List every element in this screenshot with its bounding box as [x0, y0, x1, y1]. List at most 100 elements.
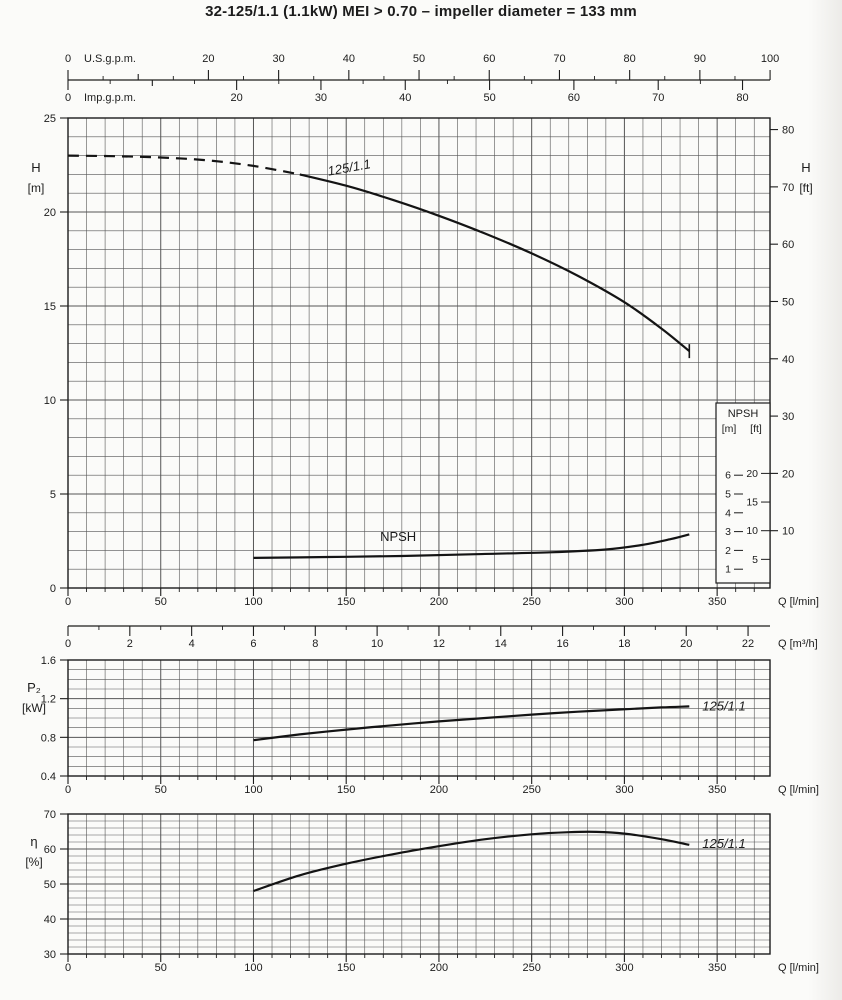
x-tick-label: 150: [337, 784, 355, 796]
y2-tick-label: 70: [782, 182, 794, 194]
curve-NPSH: [253, 533, 690, 559]
npsh-m-tick-label: 1: [725, 564, 731, 576]
y-axis-label: H: [31, 160, 40, 175]
y2-tick-label: 50: [782, 296, 794, 308]
y2-tick-label: 20: [782, 468, 794, 480]
plot-border: [67, 117, 771, 589]
npsh-m-tick-label: 2: [725, 545, 731, 557]
y-tick-label: 60: [44, 844, 56, 856]
y-tick-label: 30: [44, 949, 56, 961]
npsh-ft-tick-label: 10: [746, 525, 758, 537]
x-tick-label: 0: [65, 784, 71, 796]
x-tick-label: 150: [337, 596, 355, 608]
x-tick-label: 50: [155, 962, 167, 974]
usgpm-tick-label: 20: [202, 53, 214, 65]
npsh-m-tick-label: 4: [725, 507, 731, 519]
x-tick-label: 300: [615, 784, 633, 796]
npsh-scale-box: [715, 402, 771, 584]
impgpm-tick-label: 60: [568, 92, 580, 104]
m3h-tick-label: 10: [371, 638, 383, 650]
y2-tick-label: 30: [782, 411, 794, 423]
x-tick-label: 50: [155, 784, 167, 796]
x-tick-label: 250: [522, 784, 540, 796]
m3h-axis-name: Q [m³/h]: [778, 638, 818, 650]
curve-label: 125/1.1: [326, 156, 371, 178]
x-tick-label: 200: [430, 784, 448, 796]
usgpm-tick-label: 90: [694, 53, 706, 65]
m3h-tick-label: 18: [618, 638, 630, 650]
x-tick-label: 150: [337, 962, 355, 974]
m3h-tick-label: 12: [433, 638, 445, 650]
y-axis-label-unit: [%]: [25, 855, 42, 869]
y-tick-label: 20: [44, 207, 56, 219]
x-tick-label: 100: [244, 962, 262, 974]
impgpm-tick-label: 80: [736, 92, 748, 104]
y-tick-label: 1.2: [41, 694, 56, 706]
y-axis-label-unit: [m]: [28, 181, 45, 195]
curve-label: NPSH: [380, 529, 416, 544]
usgpm-tick-label: 60: [483, 53, 495, 65]
curve-label: 125/1.1: [702, 698, 745, 713]
x-tick-label: 0: [65, 962, 71, 974]
y-tick-label: 40: [44, 914, 56, 926]
x-tick-label: 200: [430, 596, 448, 608]
usgpm-tick-label: 100: [761, 53, 779, 65]
y-tick-label: 0.4: [41, 771, 56, 783]
npsh-ft-tick-label: 15: [746, 497, 758, 509]
m3h-tick-label: 20: [680, 638, 692, 650]
x-axis-unit: Q [l/min]: [778, 784, 819, 796]
curve-125/1.1-dashed: [67, 154, 300, 176]
usgpm-tick-label: 40: [343, 53, 355, 65]
y-tick-label: 25: [44, 113, 56, 125]
npsh-ft-tick-label: 5: [752, 554, 758, 566]
m3h-tick-label: 16: [556, 638, 568, 650]
m3h-tick-label: 4: [189, 638, 195, 650]
y-tick-label: 0.8: [41, 732, 56, 744]
npsh-ft-tick-label: 20: [746, 468, 758, 480]
impgpm-tick-label: 30: [315, 92, 327, 104]
impgpm-tick-label: 40: [399, 92, 411, 104]
y2-tick-label: 10: [782, 526, 794, 538]
curve-125/1.1: [253, 830, 690, 893]
plot-border: [67, 659, 771, 777]
y-tick-label: 5: [50, 489, 56, 501]
y-tick-label: 70: [44, 809, 56, 821]
y-tick-label: 50: [44, 879, 56, 891]
x-tick-label: 250: [522, 596, 540, 608]
x-tick-label: 0: [65, 596, 71, 608]
x-tick-label: 300: [615, 962, 633, 974]
curve-label: 125/1.1: [702, 836, 745, 851]
x-tick-label: 350: [708, 784, 726, 796]
m3h-tick-label: 6: [250, 638, 256, 650]
impgpm-tick-label: 20: [231, 92, 243, 104]
impgpm-axis-name: Imp.g.p.m.: [84, 92, 136, 104]
impgpm-tick-label: 0: [65, 92, 71, 104]
y-axis-label: P₂: [27, 680, 41, 695]
impgpm-tick-label: 70: [652, 92, 664, 104]
npsh-box-title: NPSH: [728, 408, 759, 420]
y2-tick-label: 80: [782, 125, 794, 137]
m3h-tick-label: 0: [65, 638, 71, 650]
x-axis-unit: Q [l/min]: [778, 962, 819, 974]
x-tick-label: 250: [522, 962, 540, 974]
impgpm-tick-label: 50: [483, 92, 495, 104]
y2-tick-label: 60: [782, 239, 794, 251]
x-tick-label: 350: [708, 962, 726, 974]
y-tick-label: 15: [44, 301, 56, 313]
usgpm-tick-label: 70: [553, 53, 565, 65]
x-tick-label: 50: [155, 596, 167, 608]
usgpm-tick-label: 80: [624, 53, 636, 65]
m3h-tick-label: 14: [495, 638, 507, 650]
npsh-box-unit-m: [m]: [722, 423, 737, 435]
m3h-tick-label: 2: [127, 638, 133, 650]
m3h-tick-label: 8: [312, 638, 318, 650]
x-tick-label: 300: [615, 596, 633, 608]
page-title: 32-125/1.1 (1.1kW) MEI > 0.70 – impeller…: [205, 3, 637, 20]
usgpm-axis-name: U.S.g.p.m.: [84, 53, 136, 65]
y-tick-label: 0: [50, 583, 56, 595]
npsh-m-tick-label: 6: [725, 470, 731, 482]
y2-tick-label: 40: [782, 354, 794, 366]
y-axis-label: η: [30, 834, 37, 849]
